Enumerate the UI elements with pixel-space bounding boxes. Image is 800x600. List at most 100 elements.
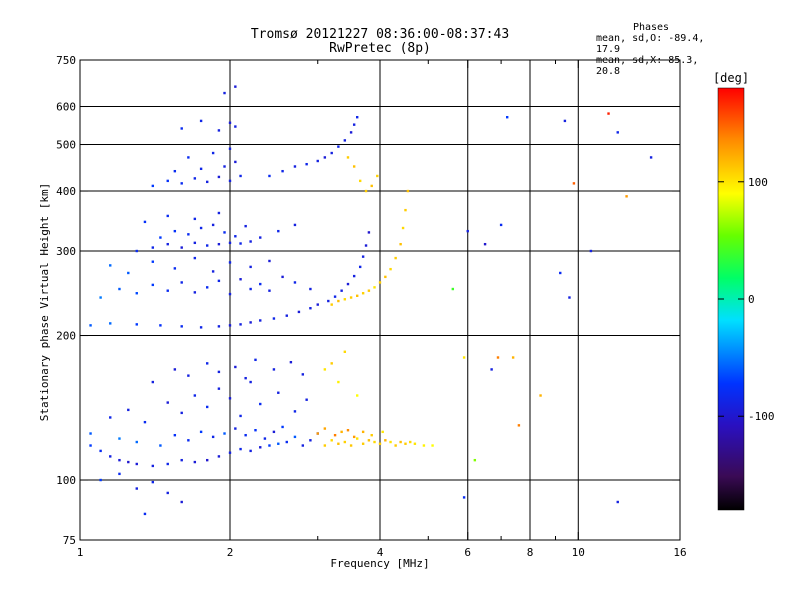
data-point (200, 431, 202, 433)
data-point (152, 185, 154, 187)
data-point (159, 324, 161, 326)
data-point (127, 461, 129, 463)
data-point (174, 434, 176, 436)
data-point (512, 356, 514, 358)
data-point (281, 276, 283, 278)
data-point (497, 356, 499, 358)
data-point (229, 293, 231, 295)
data-point (277, 230, 279, 232)
data-point (607, 112, 609, 114)
data-point (218, 176, 220, 178)
data-point (356, 295, 358, 297)
data-point (218, 387, 220, 389)
data-point (309, 288, 311, 290)
data-point (239, 278, 241, 280)
data-point (373, 441, 375, 443)
data-point (244, 225, 246, 227)
data-point (89, 324, 91, 326)
colorbar-tick-label: 100 (748, 176, 768, 189)
data-point (359, 180, 361, 182)
data-point (490, 368, 492, 370)
data-point (239, 448, 241, 450)
data-point (218, 129, 220, 131)
colorbar-tick-label: 0 (748, 293, 755, 306)
data-point (218, 455, 220, 457)
data-point (259, 403, 261, 405)
data-point (194, 257, 196, 259)
x-tick-label: 16 (673, 546, 686, 559)
data-point (294, 281, 296, 283)
data-point (344, 351, 346, 353)
x-tick-label: 1 (77, 546, 84, 559)
data-point (340, 289, 342, 291)
data-point (337, 300, 339, 302)
data-point (394, 444, 396, 446)
data-point (617, 131, 619, 133)
data-point (573, 182, 575, 184)
data-point (309, 439, 311, 441)
data-point (298, 311, 300, 313)
data-point (249, 450, 251, 452)
data-point (259, 283, 261, 285)
data-point (174, 230, 176, 232)
data-point (518, 424, 520, 426)
data-point (239, 323, 241, 325)
data-point (568, 296, 570, 298)
data-point (118, 288, 120, 290)
data-point (337, 381, 339, 383)
data-point (229, 148, 231, 150)
data-point (229, 122, 231, 124)
data-point (404, 209, 406, 211)
data-point (127, 272, 129, 274)
data-point (344, 441, 346, 443)
data-point (281, 170, 283, 172)
data-point (373, 286, 375, 288)
data-point (463, 356, 465, 358)
data-point (118, 473, 120, 475)
data-point (353, 436, 355, 438)
data-point (152, 246, 154, 248)
data-point (109, 264, 111, 266)
data-point (109, 455, 111, 457)
data-point (144, 421, 146, 423)
data-point (353, 123, 355, 125)
data-point (181, 246, 183, 248)
data-point (152, 381, 154, 383)
data-point (194, 242, 196, 244)
data-point (167, 289, 169, 291)
data-point (136, 250, 138, 252)
data-point (290, 361, 292, 363)
data-point (268, 175, 270, 177)
y-axis: 75100200300400500600750 (56, 54, 680, 547)
data-point (244, 377, 246, 379)
data-point (218, 371, 220, 373)
data-point (324, 368, 326, 370)
data-point (259, 446, 261, 448)
data-point (309, 307, 311, 309)
data-point (268, 260, 270, 262)
data-point (362, 431, 364, 433)
data-point (350, 296, 352, 298)
data-point (371, 185, 373, 187)
data-point (118, 459, 120, 461)
data-point (347, 283, 349, 285)
data-point (324, 427, 326, 429)
data-point (368, 289, 370, 291)
data-point (376, 175, 378, 177)
data-point (539, 394, 541, 396)
data-point (337, 443, 339, 445)
data-point (277, 392, 279, 394)
data-point (89, 432, 91, 434)
data-point (152, 481, 154, 483)
data-point (109, 416, 111, 418)
data-point (384, 276, 386, 278)
data-point (362, 255, 364, 257)
data-point (218, 212, 220, 214)
data-point (463, 496, 465, 498)
data-point (264, 437, 266, 439)
data-point (200, 120, 202, 122)
data-point (194, 394, 196, 396)
data-point (353, 165, 355, 167)
data-point (359, 266, 361, 268)
data-point (389, 441, 391, 443)
